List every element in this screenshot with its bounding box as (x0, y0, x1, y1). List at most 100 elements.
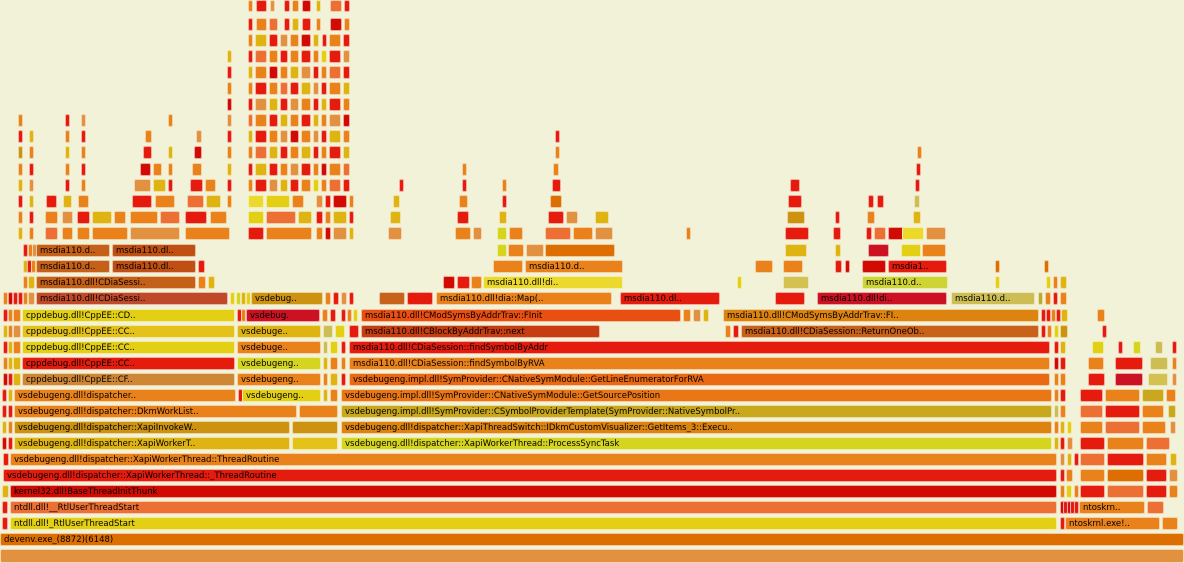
frame-fragment[interactable] (1168, 405, 1176, 418)
frame-fragment[interactable] (255, 163, 267, 176)
frame-fragment[interactable] (341, 309, 346, 322)
frame-fragment[interactable] (462, 179, 467, 192)
frame-fragment[interactable] (1047, 325, 1052, 338)
frame-fragment[interactable] (168, 179, 173, 192)
frame-fragment[interactable] (1142, 405, 1164, 418)
frame-fragment[interactable] (1066, 469, 1073, 482)
frame-fragment[interactable] (343, 146, 350, 159)
frame-fragment[interactable] (13, 325, 21, 338)
frame-fragment[interactable] (269, 179, 278, 192)
frame-fragment[interactable] (1166, 389, 1176, 402)
frame-fragment[interactable] (1074, 501, 1079, 514)
frame-fragment[interactable] (81, 179, 86, 192)
frame-fragment[interactable] (1044, 260, 1049, 273)
frame-fragment[interactable] (1060, 276, 1067, 289)
frame-fragment[interactable] (248, 130, 253, 143)
frame-fragment[interactable] (1060, 485, 1065, 498)
frame-fragment[interactable] (13, 309, 21, 322)
frame-fragment[interactable] (499, 211, 507, 224)
frame-fragment[interactable] (8, 341, 13, 354)
frame-fragment[interactable] (313, 179, 319, 192)
frame-fragment[interactable] (344, 0, 350, 12)
frame-fragment[interactable] (325, 292, 331, 305)
frame-fragment[interactable] (917, 146, 922, 159)
frame-fragment[interactable] (1053, 292, 1058, 305)
frame-fragment[interactable] (555, 130, 560, 143)
frame-fragment[interactable] (227, 82, 232, 95)
frame[interactable]: msdia110.dll!CDiaSessi.. (36, 276, 196, 289)
frame-fragment[interactable] (313, 163, 319, 176)
frame-fragment[interactable] (321, 82, 327, 95)
frame-fragment[interactable] (23, 276, 28, 289)
frame-fragment[interactable] (1051, 309, 1056, 322)
frame-fragment[interactable] (1060, 389, 1066, 402)
frame-fragment[interactable] (227, 114, 232, 127)
frame-fragment[interactable] (301, 163, 311, 176)
frame-fragment[interactable] (290, 50, 299, 63)
frame-fragment[interactable] (8, 437, 13, 450)
frame[interactable]: msdia110.dll!dia::Map(.. (436, 292, 612, 305)
frame-fragment[interactable] (835, 260, 842, 273)
frame-fragment[interactable] (1107, 437, 1144, 450)
frame-fragment[interactable] (1053, 276, 1058, 289)
frame-fragment[interactable] (130, 211, 158, 224)
frame-fragment[interactable] (1045, 292, 1051, 305)
frame-fragment[interactable] (301, 50, 311, 63)
frame[interactable]: devenv.exe_(8872)(6148) (0, 533, 1184, 546)
frame-fragment[interactable] (143, 146, 152, 159)
frame-fragment[interactable] (343, 130, 350, 143)
frame-fragment[interactable] (8, 325, 13, 338)
frame-fragment[interactable] (473, 227, 482, 240)
frame-fragment[interactable] (248, 163, 253, 176)
frame-fragment[interactable] (255, 66, 267, 79)
frame-fragment[interactable] (867, 211, 875, 224)
frame-fragment[interactable] (255, 130, 267, 143)
frame-fragment[interactable] (18, 292, 23, 305)
frame-fragment[interactable] (18, 195, 23, 208)
frame-fragment[interactable] (1060, 405, 1066, 418)
frame-fragment[interactable] (325, 211, 331, 224)
frame-fragment[interactable] (8, 357, 13, 370)
frame[interactable]: msdia110.dll!CModSymsByAddrTrav::FInit (361, 309, 681, 322)
frame-fragment[interactable] (1080, 405, 1103, 418)
frame-fragment[interactable] (343, 114, 350, 127)
frame-fragment[interactable] (269, 66, 278, 79)
frame-fragment[interactable] (407, 292, 433, 305)
frame-fragment[interactable] (379, 292, 405, 305)
frame-fragment[interactable] (526, 244, 544, 257)
frame-fragment[interactable] (255, 114, 267, 127)
frame-fragment[interactable] (8, 292, 13, 305)
frame-fragment[interactable] (18, 179, 23, 192)
frame-fragment[interactable] (269, 130, 278, 143)
frame-fragment[interactable] (313, 146, 319, 159)
frame-fragment[interactable] (1146, 437, 1170, 450)
frame-fragment[interactable] (269, 34, 278, 47)
frame-fragment[interactable] (330, 0, 342, 12)
frame-fragment[interactable] (329, 98, 341, 111)
frame-fragment[interactable] (301, 34, 311, 47)
frame-fragment[interactable] (1097, 309, 1105, 322)
frame-fragment[interactable] (290, 146, 299, 159)
frame-fragment[interactable] (63, 195, 72, 208)
frame-fragment[interactable] (248, 18, 253, 31)
frame-fragment[interactable] (329, 66, 341, 79)
frame-fragment[interactable] (329, 163, 341, 176)
frame-fragment[interactable] (1054, 357, 1059, 370)
frame[interactable]: kernel32.dll!BaseThreadInitThunk (10, 485, 1057, 498)
frame-fragment[interactable] (256, 0, 267, 12)
frame-fragment[interactable] (1146, 453, 1167, 466)
frame-fragment[interactable] (248, 34, 253, 47)
frame-fragment[interactable] (77, 227, 90, 240)
frame-fragment[interactable] (298, 211, 312, 224)
frame[interactable]: msdia110.dll!di.. (483, 276, 623, 289)
frame-fragment[interactable] (301, 179, 311, 192)
frame-fragment[interactable] (321, 50, 327, 63)
frame[interactable]: msdia110.d.. (36, 260, 110, 273)
frame-fragment[interactable] (168, 114, 173, 127)
frame-fragment[interactable] (737, 276, 742, 289)
frame-fragment[interactable] (344, 18, 350, 31)
frame-fragment[interactable] (1172, 357, 1177, 370)
frame[interactable]: vsdebugeng.dll!dispatcher::XapiWorkerThr… (341, 437, 1052, 450)
frame[interactable]: vsdebugeng.dll!dispatcher::XapiWorkerThr… (10, 453, 1057, 466)
frame-fragment[interactable] (313, 66, 319, 79)
